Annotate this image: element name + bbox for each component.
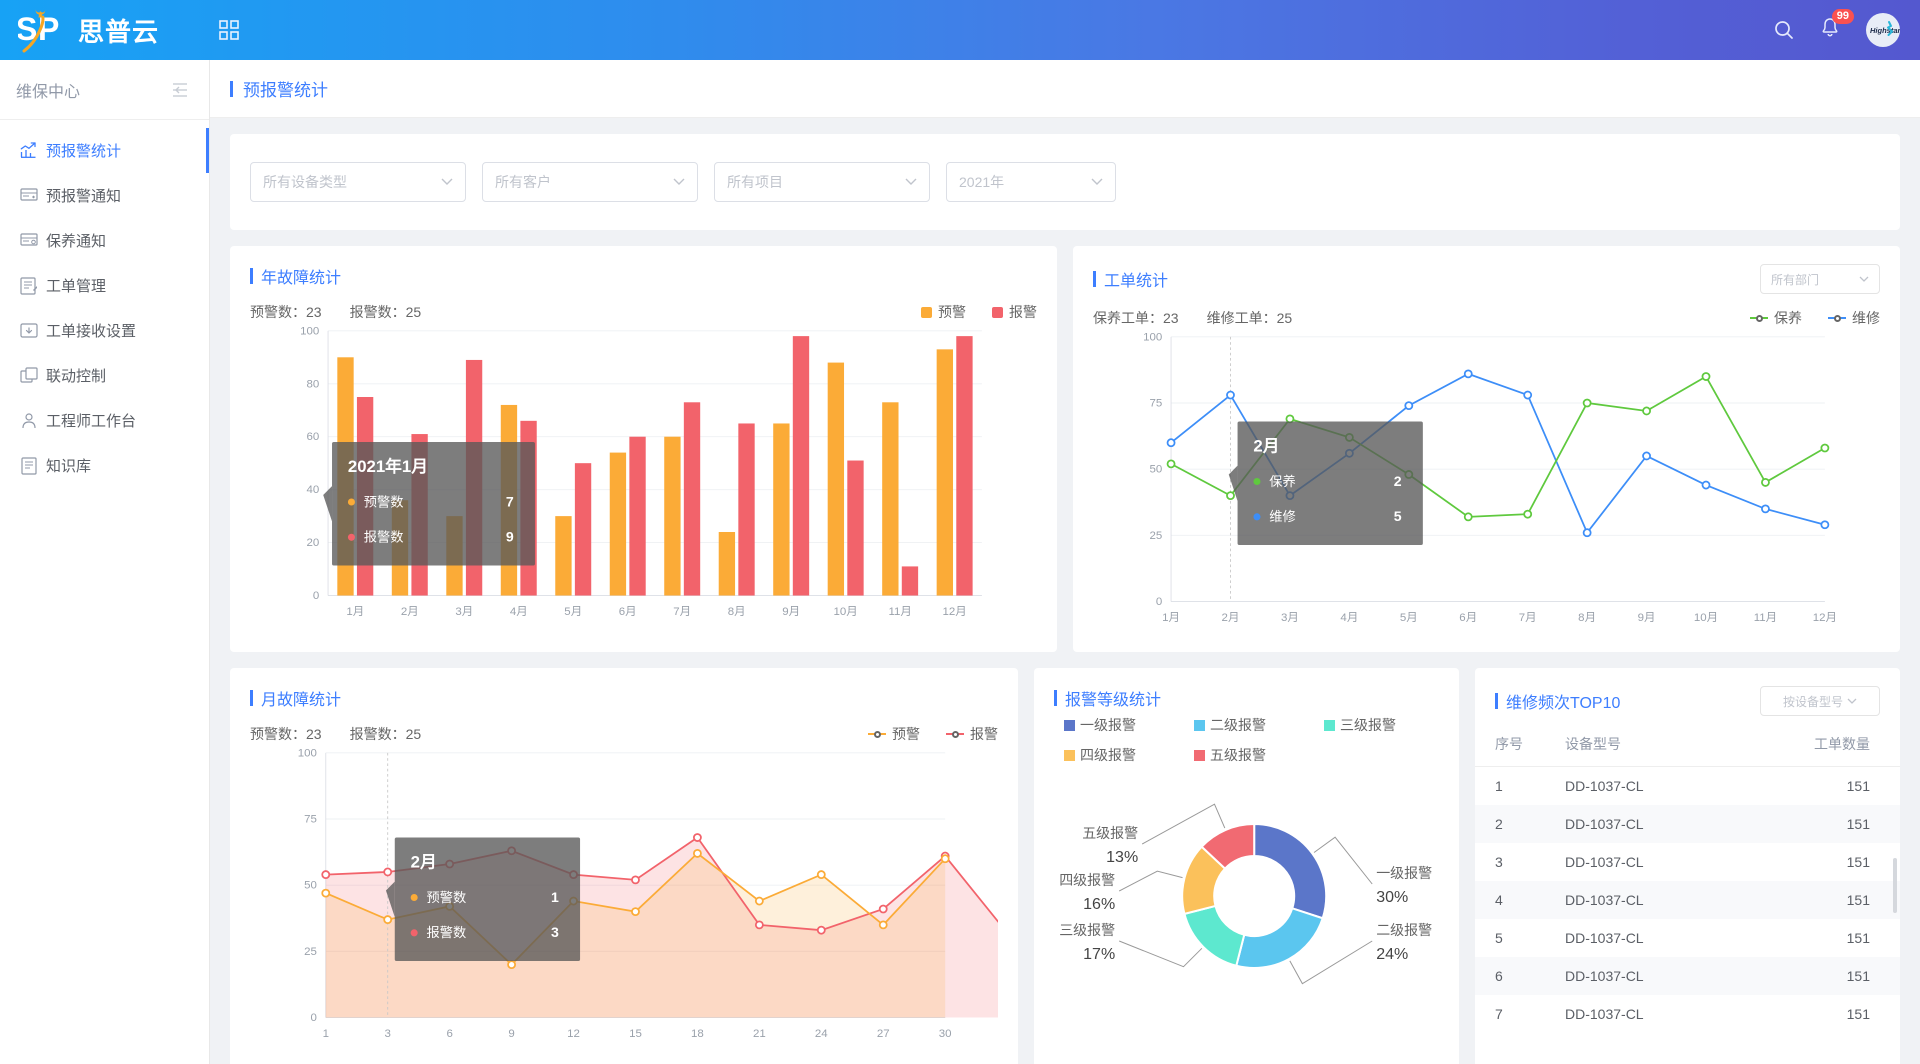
svg-text:报警数: 报警数 (364, 530, 404, 545)
svg-text:11月: 11月 (888, 606, 911, 618)
svg-text:6月: 6月 (1459, 612, 1477, 624)
svg-text:3: 3 (551, 924, 559, 940)
svg-text:21: 21 (753, 1028, 766, 1040)
svg-text:25: 25 (1149, 530, 1162, 542)
svg-text:13%: 13% (1106, 849, 1138, 866)
svg-text:Highstar: Highstar (1870, 26, 1900, 35)
svg-text:9: 9 (506, 529, 514, 545)
svg-text:50: 50 (304, 880, 317, 892)
svg-text:2月: 2月 (411, 853, 437, 872)
svg-text:30: 30 (939, 1028, 952, 1040)
svg-text:3: 3 (385, 1028, 391, 1040)
svg-text:5: 5 (1394, 508, 1402, 524)
svg-text:12月: 12月 (943, 606, 967, 618)
svg-text:7月: 7月 (1519, 612, 1537, 624)
svg-text:100: 100 (300, 325, 319, 337)
svg-text:80: 80 (306, 378, 319, 390)
svg-text:60: 60 (306, 431, 319, 443)
svg-text:75: 75 (1149, 398, 1162, 410)
svg-text:预警数: 预警数 (364, 494, 404, 509)
svg-text:6: 6 (446, 1028, 452, 1040)
svg-text:五级报警: 五级报警 (1210, 747, 1266, 763)
svg-text:2月: 2月 (401, 606, 419, 618)
svg-text:0: 0 (311, 1012, 317, 1024)
svg-text:18: 18 (691, 1028, 704, 1040)
svg-text:1: 1 (323, 1028, 329, 1040)
svg-text:15: 15 (629, 1028, 642, 1040)
svg-text:维修: 维修 (1269, 509, 1295, 524)
svg-text:2月: 2月 (1222, 612, 1240, 624)
svg-text:4月: 4月 (1340, 612, 1358, 624)
svg-text:二级报警: 二级报警 (1376, 922, 1432, 938)
svg-text:10月: 10月 (1694, 612, 1718, 624)
svg-text:40: 40 (306, 484, 319, 496)
svg-text:5月: 5月 (1400, 612, 1418, 624)
svg-text:12月: 12月 (1813, 612, 1837, 624)
svg-text:8月: 8月 (1578, 612, 1596, 624)
svg-text:75: 75 (304, 814, 317, 826)
svg-text:2月: 2月 (1253, 437, 1279, 456)
svg-text:17%: 17% (1083, 946, 1115, 963)
svg-text:10月: 10月 (834, 606, 858, 618)
svg-text:0: 0 (1156, 596, 1162, 608)
svg-text:6月: 6月 (619, 606, 637, 618)
svg-text:30%: 30% (1376, 889, 1408, 906)
svg-text:9月: 9月 (1638, 612, 1656, 624)
svg-text:50: 50 (1149, 464, 1162, 476)
svg-text:7: 7 (506, 493, 514, 509)
svg-text:100: 100 (298, 747, 317, 759)
svg-text:12: 12 (567, 1028, 580, 1040)
svg-text:1月: 1月 (346, 606, 364, 618)
svg-text:8月: 8月 (728, 606, 746, 618)
svg-text:一级报警: 一级报警 (1080, 717, 1136, 733)
svg-text:3月: 3月 (455, 606, 473, 618)
svg-text:1月: 1月 (1162, 612, 1180, 624)
svg-text:5月: 5月 (564, 606, 582, 618)
svg-text:24: 24 (815, 1028, 828, 1040)
svg-text:3月: 3月 (1281, 612, 1299, 624)
svg-text:11月: 11月 (1754, 612, 1777, 624)
svg-text:保养: 保养 (1269, 474, 1295, 489)
svg-text:16%: 16% (1083, 896, 1115, 913)
svg-text:7月: 7月 (673, 606, 691, 618)
svg-text:0: 0 (313, 590, 319, 602)
svg-text:1: 1 (551, 889, 559, 905)
svg-text:100: 100 (1143, 331, 1162, 343)
svg-text:24%: 24% (1376, 946, 1408, 963)
svg-text:2021年1月: 2021年1月 (348, 456, 428, 476)
svg-text:五级报警: 五级报警 (1082, 825, 1138, 841)
svg-text:二级报警: 二级报警 (1210, 717, 1266, 733)
svg-text:报警数: 报警数 (427, 925, 467, 940)
svg-text:四级报警: 四级报警 (1080, 747, 1136, 763)
svg-text:四级报警: 四级报警 (1059, 872, 1115, 888)
svg-text:9: 9 (508, 1028, 514, 1040)
svg-text:一级报警: 一级报警 (1376, 865, 1432, 881)
svg-text:9月: 9月 (782, 606, 800, 618)
svg-text:三级报警: 三级报警 (1340, 717, 1396, 733)
svg-text:2: 2 (1394, 473, 1402, 489)
svg-text:三级报警: 三级报警 (1059, 922, 1115, 938)
svg-text:27: 27 (877, 1028, 890, 1040)
svg-text:4月: 4月 (510, 606, 528, 618)
svg-text:25: 25 (304, 946, 317, 958)
svg-text:预警数: 预警数 (427, 890, 467, 905)
svg-text:20: 20 (306, 537, 319, 549)
